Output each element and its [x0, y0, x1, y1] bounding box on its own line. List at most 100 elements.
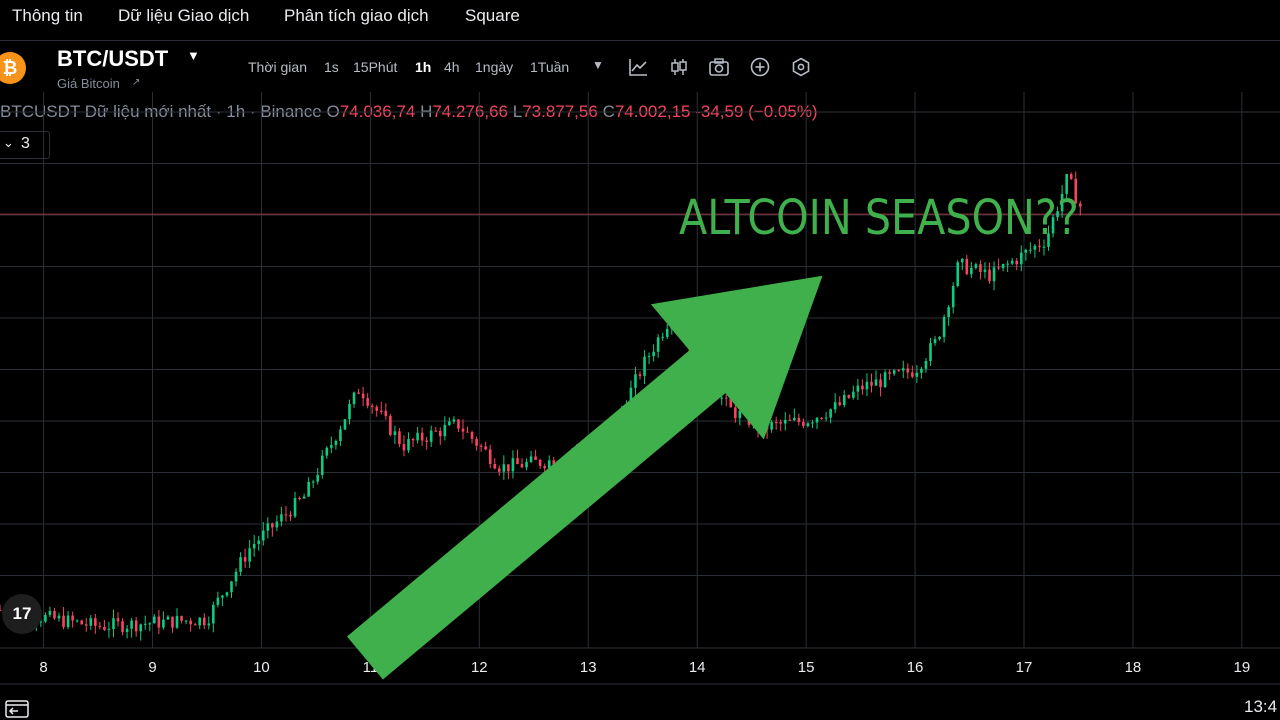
candle-body: [974, 264, 978, 268]
nav-info[interactable]: Thông tin: [12, 6, 83, 25]
candle-body: [139, 624, 143, 632]
candle-body: [1006, 263, 1009, 265]
candle-body: [665, 328, 669, 337]
candle-body: [375, 406, 379, 411]
candle-body: [1047, 233, 1050, 247]
candle-body: [1051, 217, 1055, 234]
candle-body: [1065, 174, 1068, 194]
tradingview-logo[interactable]: 17: [2, 594, 42, 634]
caret-down-icon[interactable]: ▼: [187, 48, 200, 63]
x-tick-label: 13: [580, 659, 597, 676]
pair-subtitle[interactable]: Giá Bitcoin: [57, 76, 120, 91]
candle-body: [184, 620, 188, 622]
camera-icon[interactable]: [708, 56, 730, 78]
candle-body: [57, 615, 61, 619]
candle-body: [130, 620, 133, 629]
candle-body: [389, 415, 392, 435]
candle-body: [416, 432, 419, 441]
tf-1d[interactable]: 1ngày: [475, 59, 514, 75]
x-tick-label: 18: [1125, 659, 1142, 676]
candle-body: [979, 264, 982, 272]
candle-body: [443, 425, 447, 437]
nav-square[interactable]: Square: [465, 6, 520, 25]
candle-body: [783, 419, 787, 424]
candle-body: [829, 409, 832, 418]
candlestick-icon[interactable]: [668, 56, 690, 78]
candle-body: [892, 370, 896, 374]
pair-title[interactable]: BTC/USDT: [57, 46, 169, 71]
candle-body: [189, 620, 192, 625]
candle-body: [942, 316, 946, 337]
candle-body: [434, 430, 438, 432]
candle-body: [502, 464, 506, 472]
candle-body: [520, 464, 524, 468]
candle-body: [534, 456, 537, 460]
chevron-down-icon: ⌄: [3, 135, 14, 150]
candle-body: [1029, 249, 1032, 251]
tf-1w[interactable]: 1Tuần: [530, 59, 570, 75]
candle-body: [1038, 245, 1041, 247]
plus-circle-icon[interactable]: [749, 56, 771, 78]
tf-more-chevron-icon[interactable]: ▼: [592, 58, 604, 72]
candle-body: [920, 368, 923, 373]
date-range-icon[interactable]: [4, 698, 30, 718]
candle-body: [202, 617, 206, 626]
candle-body: [929, 343, 932, 361]
candle-body: [965, 258, 969, 275]
candle-body: [497, 468, 501, 472]
candle-body: [1019, 252, 1023, 265]
candle-body: [66, 615, 70, 627]
tf-1h[interactable]: 1h: [415, 59, 432, 75]
candle-body: [53, 610, 56, 619]
candle-body: [779, 422, 783, 424]
candle-body: [820, 417, 823, 419]
candle-body: [157, 616, 161, 628]
candle-body: [770, 422, 773, 430]
nav-trading-analysis[interactable]: Phân tích giao dịch: [284, 6, 429, 25]
candle-body: [84, 624, 88, 626]
candle-body: [166, 616, 170, 620]
candle-body: [824, 417, 828, 419]
line-chart-icon[interactable]: [627, 56, 649, 78]
candle-body: [988, 269, 991, 282]
settings-hex-icon[interactable]: [790, 56, 812, 78]
candle-body: [552, 460, 556, 467]
candle-body: [1042, 246, 1046, 248]
candle-body: [638, 374, 642, 376]
candle-body: [339, 429, 342, 442]
candle-body: [1060, 193, 1064, 212]
candle-body: [348, 403, 351, 420]
candle-body: [271, 523, 274, 528]
candle-body: [112, 618, 115, 630]
candle-body: [284, 514, 288, 516]
candle-body: [479, 445, 483, 447]
x-tick-label: 14: [689, 659, 706, 676]
candle-body: [62, 615, 65, 627]
candle-body: [1074, 178, 1078, 204]
nav-trading-data[interactable]: Dữ liệu Giao dịch: [118, 6, 250, 25]
candle-body: [402, 444, 406, 451]
external-link-icon[interactable]: ↗: [132, 77, 141, 88]
tf-1s[interactable]: 1s: [324, 59, 339, 75]
candle-body: [734, 407, 737, 419]
candle-body: [261, 530, 265, 541]
candle-body: [729, 397, 733, 408]
candle-body: [39, 621, 43, 623]
candle-body: [774, 422, 778, 424]
candle-body: [724, 397, 728, 399]
candle-body: [906, 368, 910, 373]
tf-15m[interactable]: 15Phút: [353, 59, 398, 75]
candle-body: [175, 616, 179, 628]
candle-body: [44, 614, 47, 622]
candle-body: [797, 417, 801, 422]
candle-body: [652, 351, 655, 357]
candle-body: [125, 628, 129, 632]
candle-body: [357, 392, 360, 394]
candle-body: [48, 610, 52, 615]
candle-body: [80, 620, 84, 625]
indicator-toggle[interactable]: ⌄ 3: [0, 131, 50, 159]
tf-4h[interactable]: 4h: [444, 59, 460, 75]
annotation-text: ALTCOIN SEASON??: [679, 190, 1079, 246]
candle-body: [924, 360, 928, 369]
